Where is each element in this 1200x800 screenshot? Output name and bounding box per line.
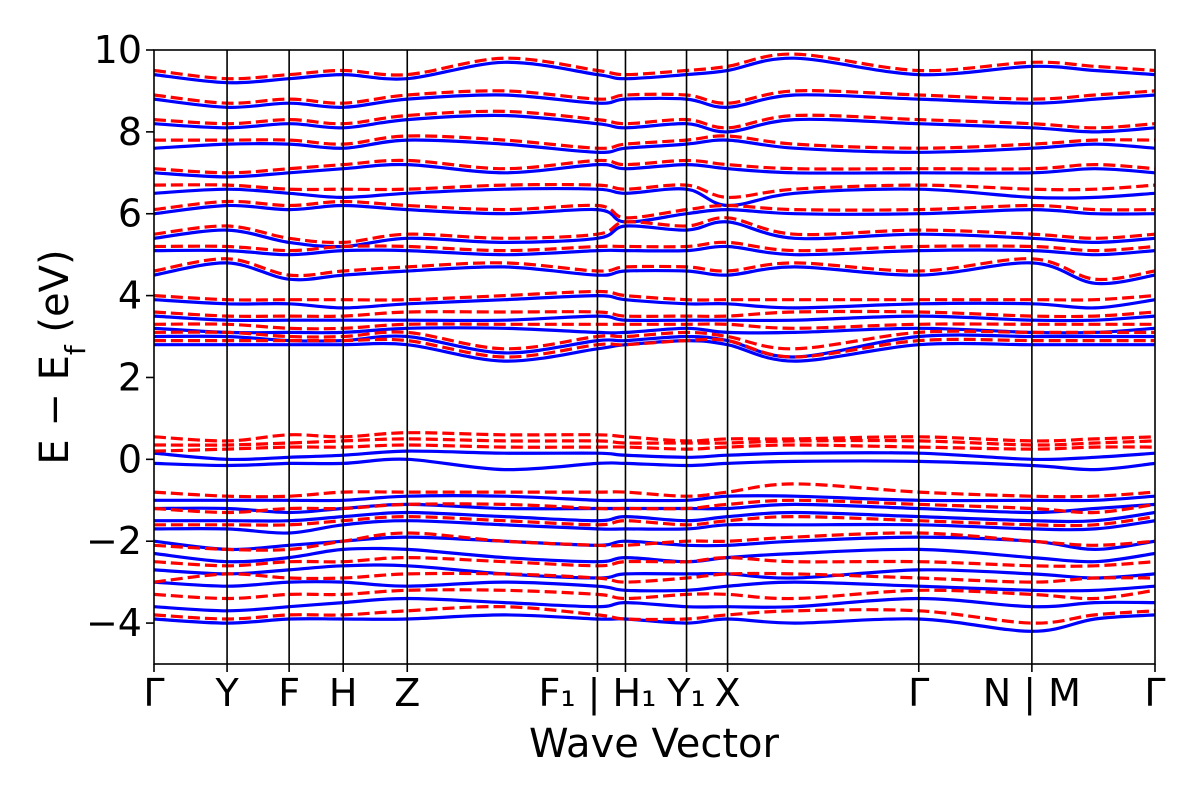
band-dashed-29 — [154, 571, 1155, 584]
band-solid-25 — [154, 93, 1155, 109]
band-dashed-38 — [154, 337, 1155, 359]
band-solid-22 — [154, 162, 1155, 179]
band-dashed-39 — [154, 329, 1155, 351]
x-tick-label: F₁ | H₁ — [539, 671, 657, 716]
band-dashed-48 — [154, 158, 1155, 175]
band-dashed-52 — [154, 52, 1155, 81]
band-dashed-47 — [154, 182, 1155, 200]
band-solid-11 — [154, 449, 1155, 462]
band-dashed-33 — [154, 498, 1155, 515]
x-tick-label: Y₁ — [666, 671, 705, 715]
x-tick-label: Γ — [908, 671, 929, 715]
x-tick-label: Z — [394, 671, 420, 715]
x-tick-label: X — [715, 671, 741, 715]
band-dashed-34 — [154, 482, 1155, 499]
band-dashed-30 — [154, 556, 1155, 568]
band-dashed-40 — [154, 322, 1155, 331]
y-tick-label: 0 — [118, 437, 142, 481]
y-axis-title-main: E − E — [32, 355, 78, 465]
band-dashed-51 — [154, 89, 1155, 105]
y-tick-label: 8 — [118, 110, 142, 154]
band-solid-1 — [154, 596, 1155, 613]
band-solid-10 — [154, 457, 1155, 472]
x-tick-label: Γ — [1144, 671, 1165, 715]
band-dashed-45 — [154, 216, 1155, 245]
y-tick-label: 10 — [94, 28, 142, 72]
band-dashed-36 — [154, 437, 1155, 447]
x-axis: Γ Y F H Z F₁ | H₁ Y₁ X Γ N | M Γ — [143, 664, 1166, 716]
y-axis-title-sub: f — [59, 344, 92, 355]
x-tick-label: F — [278, 671, 300, 715]
band-dashed-35 — [154, 443, 1155, 453]
band-solid-7 — [154, 510, 1155, 524]
band-dashed-41 — [154, 309, 1155, 319]
x-tick-label: N | M — [983, 671, 1081, 716]
band-solid-26 — [154, 56, 1155, 85]
band-dashed-27 — [154, 605, 1155, 625]
band-dashed-49 — [154, 134, 1155, 150]
band-solid-4 — [154, 546, 1155, 564]
y-tick-label: 2 — [118, 355, 142, 399]
kpoint-lines — [226, 50, 1033, 664]
x-tick-label: Γ — [143, 671, 164, 715]
band-dashed-28 — [154, 588, 1155, 601]
x-tick-label: H — [329, 671, 358, 715]
band-dashed-37 — [154, 431, 1155, 443]
band-solid-17 — [154, 261, 1155, 286]
band-dashed-42 — [154, 289, 1155, 302]
y-axis: −4 −2 0 2 4 6 8 10 — [86, 28, 154, 645]
band-dashed-31 — [154, 531, 1155, 552]
plot-frame — [153, 49, 1156, 665]
y-tick-label: −2 — [86, 519, 142, 563]
band-solid-20 — [154, 203, 1155, 224]
y-tick-label: 6 — [118, 192, 142, 236]
series-layer — [154, 52, 1155, 633]
x-axis-title: Wave Vector — [529, 721, 780, 767]
band-dashed-50 — [154, 109, 1155, 130]
band-solid-3 — [154, 563, 1155, 580]
band-dashed-32 — [154, 515, 1155, 528]
band-solid-0 — [154, 613, 1155, 633]
y-tick-label: 4 — [118, 274, 142, 318]
band-dashed-44 — [154, 240, 1155, 253]
y-axis-title-unit: (eV) — [32, 249, 78, 345]
y-axis-title: E − Ef (eV) — [32, 249, 92, 464]
band-solid-5 — [154, 535, 1155, 552]
x-tick-label: Y — [214, 671, 239, 715]
band-solid-21 — [154, 187, 1155, 208]
y-tick-label: −4 — [86, 601, 142, 645]
